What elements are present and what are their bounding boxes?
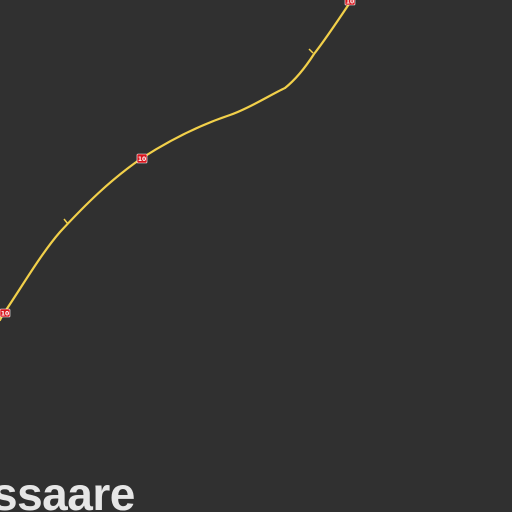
- road-tick: [308, 48, 314, 54]
- route-shield-icon[interactable]: 10: [136, 153, 148, 164]
- svg-text:10: 10: [138, 156, 146, 163]
- svg-text:10: 10: [346, 0, 354, 6]
- route-shield-icon[interactable]: 10: [0, 308, 11, 318]
- place-name-label: ssaare: [0, 468, 135, 512]
- road-line: [0, 2, 351, 322]
- road-tick: [63, 218, 69, 225]
- svg-text:10: 10: [1, 311, 9, 318]
- route-shield-icon[interactable]: 10: [344, 0, 356, 6]
